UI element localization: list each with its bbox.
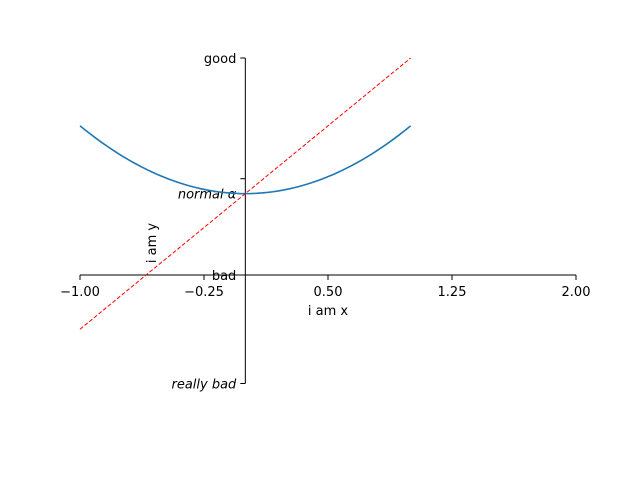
- y-tick-label: really bad: [171, 378, 237, 393]
- x-tick-label: −0.25: [184, 285, 224, 300]
- x-tick-label: −1.00: [60, 285, 100, 300]
- x-tick-label: 1.25: [438, 285, 467, 300]
- y-tick-label: normal α: [178, 188, 237, 203]
- x-tick-label: 0.50: [314, 285, 343, 300]
- x-axis-label: i am x: [308, 304, 349, 319]
- series-line-dashed: [79, 57, 411, 330]
- y-axis-label: i am y: [145, 223, 160, 264]
- y-tick-label: good: [204, 52, 236, 67]
- x-tick-label: 2.00: [562, 285, 591, 300]
- y-tick-label: bad: [212, 269, 236, 284]
